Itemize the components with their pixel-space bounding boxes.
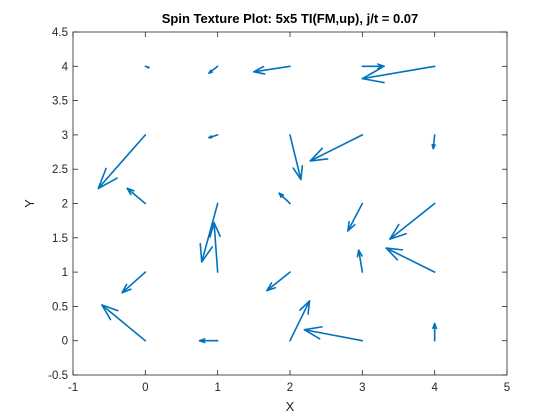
x-tick-label: 2 <box>287 382 293 394</box>
arrows-layer <box>97 63 438 344</box>
arrow-head <box>389 223 407 240</box>
arrow-head <box>347 220 356 232</box>
arrow-head <box>431 143 436 150</box>
x-tick-label: 0 <box>142 382 148 394</box>
arrow-shaft <box>361 65 436 80</box>
y-tick-label: 1 <box>62 267 68 279</box>
y-tick-label: 3.5 <box>52 96 68 108</box>
spin-arrow <box>303 326 364 342</box>
arrow-shaft <box>278 192 291 205</box>
y-tick-label: 2 <box>62 199 68 211</box>
arrow-shaft <box>121 271 147 294</box>
arrow-head <box>253 65 266 75</box>
y-tick-label: 2.5 <box>52 164 68 176</box>
ticks-layer: -1 0 1 2 3 4 5 -0.5 0 0.5 1 1.5 2 2.5 3 3.5 4 4.5 <box>48 27 510 394</box>
y-axis-label: Y <box>22 199 37 208</box>
arrow-head <box>101 304 119 321</box>
arrow-head <box>385 247 404 261</box>
x-tick-label: 3 <box>359 382 365 394</box>
plot-box <box>72 31 508 376</box>
arrow-head <box>121 283 132 294</box>
arrow-head <box>266 282 277 292</box>
arrow-head <box>356 249 363 258</box>
y-tick-label: 1.5 <box>52 233 68 245</box>
spin-arrow <box>278 192 291 205</box>
arrow-shaft <box>289 300 311 342</box>
arrow-head <box>126 187 135 196</box>
arrow-shaft <box>97 134 147 190</box>
arrow-head <box>278 192 285 199</box>
arrow-shaft <box>357 249 364 273</box>
spin-arrow <box>356 249 364 273</box>
x-tick-label: 5 <box>504 382 510 394</box>
arrow-head <box>199 242 214 263</box>
spin-arrow <box>347 202 364 232</box>
y-tick-label: 0.5 <box>52 301 68 313</box>
arrow-shaft <box>289 134 302 181</box>
spin-arrow <box>361 65 436 84</box>
arrow-shaft <box>389 202 436 240</box>
arrow-shaft <box>347 202 364 232</box>
arrow-shaft <box>266 271 291 292</box>
arrow-head <box>361 66 385 84</box>
chart-title: Spin Texture Plot: 5x5 TI(FM,up), j/t = … <box>162 11 419 26</box>
arrow-head <box>292 165 304 181</box>
arrow-head <box>97 167 118 190</box>
y-tick-label: 4.5 <box>52 27 68 39</box>
spin-arrow <box>266 271 291 292</box>
arrow-shaft <box>253 65 291 73</box>
arrow-head <box>208 69 213 74</box>
arrow-shaft <box>200 202 219 263</box>
arrow-shaft <box>126 187 147 205</box>
spin-arrow <box>289 300 311 342</box>
spin-arrow <box>431 134 436 150</box>
arrow-shaft <box>213 221 219 273</box>
y-tick-label: 0 <box>62 336 68 348</box>
spin-arrow <box>309 134 364 162</box>
spin-arrow <box>432 322 438 342</box>
x-tick-label: -1 <box>68 382 78 394</box>
spin-arrow <box>97 134 147 190</box>
spin-arrow <box>389 202 436 240</box>
spin-arrow <box>253 65 291 75</box>
spin-arrow <box>101 304 147 342</box>
arrow-head <box>309 147 329 162</box>
y-tick-label: -0.5 <box>48 370 68 382</box>
y-tick-label: 3 <box>62 130 68 142</box>
spin-arrow <box>385 247 436 273</box>
arrow-head <box>198 338 206 344</box>
arrow-shaft <box>303 328 364 342</box>
spin-arrow <box>198 338 219 344</box>
arrow-shaft <box>309 134 364 162</box>
arrow-head <box>209 221 221 238</box>
spin-arrow <box>289 134 304 181</box>
spin-arrow <box>208 134 219 139</box>
arrow-shaft <box>101 304 147 342</box>
spin-arrow <box>199 202 219 263</box>
spin-arrow <box>144 65 150 69</box>
arrow-shaft <box>385 247 436 273</box>
spin-arrow <box>126 187 147 205</box>
x-tick-label: 4 <box>431 382 438 394</box>
spin-arrow <box>208 65 219 74</box>
y-tick-label: 4 <box>62 61 69 73</box>
arrow-head <box>146 66 150 69</box>
arrow-head <box>208 135 213 139</box>
arrow-head <box>299 300 311 315</box>
arrow-head <box>432 322 438 330</box>
x-tick-label: 1 <box>214 382 220 394</box>
arrow-head <box>303 326 323 340</box>
spin-arrow <box>121 271 147 294</box>
x-axis-label: X <box>286 399 295 414</box>
spin-arrow <box>209 221 221 273</box>
